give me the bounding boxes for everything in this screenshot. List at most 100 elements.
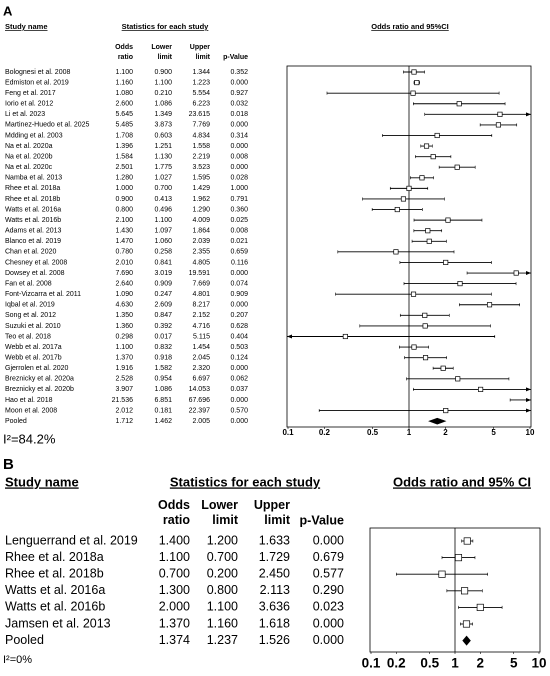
stat-value: 1.708 [115, 132, 133, 139]
stat-value: 2.640 [115, 280, 133, 287]
stat-value: 0.000 [230, 397, 248, 404]
stat-value: 3.873 [154, 122, 172, 129]
odds-ratio-marker [422, 323, 428, 329]
pooled-diamond [428, 417, 447, 425]
stat-value: 0.000 [230, 143, 248, 150]
stat-value: 0.659 [230, 249, 248, 256]
stat-value: 1.729 [259, 550, 290, 564]
x-tick-label: 0.5 [367, 428, 379, 437]
odds-ratio-marker [455, 376, 461, 382]
odds-ratio-marker [443, 259, 449, 265]
study-name: Adams et al. 2013 [5, 228, 62, 235]
odds-ratio-marker [422, 312, 428, 318]
odds-ratio-marker [462, 620, 471, 628]
stat-value: 0.628 [230, 323, 248, 330]
column-heading: Study name [5, 474, 79, 489]
stat-value: 0.258 [154, 249, 172, 256]
stat-value: 5.115 [193, 333, 210, 340]
stat-value: 0.000 [230, 302, 248, 309]
stat-value: 0.247 [154, 291, 172, 298]
stat-value: 4.801 [192, 291, 210, 298]
heterogeneity: I²=0% [3, 654, 32, 666]
stat-value: 0.298 [115, 333, 133, 340]
odds-ratio-marker [457, 281, 463, 287]
odds-ratio-marker [440, 365, 446, 371]
study-name: Iqbal et al. 2019 [5, 302, 55, 309]
x-tick-label: 1 [451, 656, 459, 671]
odds-ratio-marker [422, 355, 429, 361]
stat-value: 0.025 [230, 217, 248, 224]
stat-value: 1.712 [115, 418, 133, 425]
ci-arrow [526, 112, 531, 117]
stat-value: 0.392 [154, 323, 172, 330]
stat-value: 0.037 [230, 386, 248, 393]
odds-ratio-marker [414, 80, 420, 86]
stat-value: 0.000 [230, 122, 248, 129]
stat-value: 0.000 [313, 633, 344, 647]
stat-value: 0.181 [154, 407, 172, 414]
column-heading: Odds ratio and 95% CI [393, 474, 531, 489]
stat-value: 1.251 [154, 143, 172, 150]
stat-value: 0.023 [313, 600, 344, 614]
stat-value: 0.000 [230, 270, 248, 277]
odds-ratio-marker [434, 132, 440, 139]
panel-label: A [3, 3, 13, 18]
stat-value: 5.645 [115, 111, 133, 118]
stat-value: 0.847 [154, 312, 172, 319]
stat-value: 7.769 [192, 122, 210, 129]
stat-value: 0.028 [230, 175, 248, 182]
stat-value: 1.360 [115, 323, 133, 330]
stat-value: 1.300 [159, 583, 190, 597]
stat-value: 1.100 [115, 344, 133, 351]
study-name: Breznicky et al. 2020a [5, 376, 74, 383]
stat-value: 0.000 [230, 418, 248, 425]
stat-value: 0.800 [115, 206, 133, 213]
stat-value: 1.350 [115, 312, 133, 319]
stat-value: 2.100 [115, 217, 133, 224]
study-name: Dowsey et al. 2008 [5, 270, 65, 277]
odds-ratio-marker [410, 90, 416, 96]
study-name: Moon et al. 2008 [5, 407, 57, 414]
stat-value: 1.462 [154, 418, 172, 425]
stat-value: 1.280 [115, 175, 133, 182]
stat-value: 1.775 [154, 164, 172, 171]
odds-ratio-marker [438, 570, 446, 578]
ci-arrow [526, 397, 531, 402]
stat-value: 1.097 [154, 228, 172, 235]
stat-value: 5.485 [115, 122, 133, 129]
stat-value: 1.100 [154, 79, 172, 86]
study-name: Watts et al. 2016a [5, 583, 105, 597]
stat-value: 1.454 [192, 344, 210, 351]
stat-value: 0.032 [230, 101, 248, 108]
stat-value: 0.909 [154, 280, 172, 287]
odds-ratio-marker [476, 603, 484, 611]
stat-value: 0.116 [231, 259, 248, 266]
stat-value: 1.100 [154, 217, 172, 224]
stat-value: 1.223 [192, 79, 210, 86]
stat-value: 1.582 [154, 365, 172, 372]
odds-ratio-marker [495, 122, 501, 128]
column-subheading: Odds ratio [115, 44, 133, 61]
odds-ratio-marker [497, 111, 503, 117]
study-name: Mdding et al. 2003 [5, 132, 63, 139]
stat-value: 1.618 [259, 616, 290, 630]
stat-value: 1.916 [115, 365, 133, 372]
stat-value: 2.012 [115, 407, 133, 414]
stat-value: 2.528 [115, 376, 133, 383]
plot-area [395, 537, 503, 646]
stat-value: 0.900 [115, 196, 133, 203]
stat-value: 4.630 [115, 302, 133, 309]
odds-ratio-marker [411, 344, 417, 350]
study-name: Font-Vizcarra et al. 2011 [5, 291, 81, 298]
stat-value: 2.045 [192, 355, 210, 362]
stat-value: 14.053 [189, 386, 211, 393]
odds-ratio-marker [445, 217, 451, 223]
stat-value: 0.413 [154, 196, 172, 203]
stat-value: 1.526 [259, 633, 290, 647]
stat-value: 0.000 [230, 164, 248, 171]
stat-value: 1.000 [115, 185, 133, 192]
stat-value: 0.290 [313, 583, 344, 597]
plot-area [287, 69, 531, 425]
stat-value: 0.832 [154, 344, 172, 351]
